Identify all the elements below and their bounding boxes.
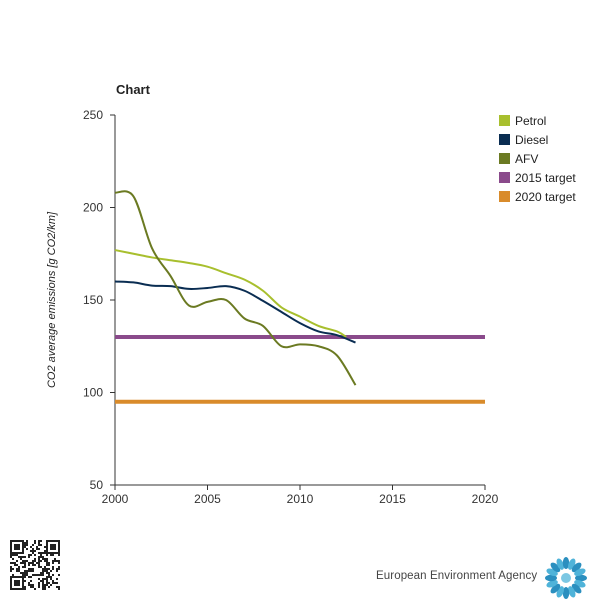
x-tick-label: 2005 <box>194 492 221 506</box>
y-tick-label: 250 <box>83 108 103 122</box>
series-line-diesel <box>114 280 356 344</box>
x-tick-label: 2000 <box>102 492 129 506</box>
y-tick-label: 100 <box>83 386 103 400</box>
x-tick-label: 2015 <box>379 492 406 506</box>
legend-swatch <box>499 172 510 183</box>
x-ticks: 2000 2005 2010 2015 2020 <box>102 485 499 506</box>
legend-label: Diesel <box>515 133 548 147</box>
eea-logo-icon <box>545 557 587 599</box>
y-ticks: 50 100 150 200 250 <box>83 108 115 492</box>
series-line-petrol <box>114 249 347 338</box>
y-tick-label: 200 <box>83 201 103 215</box>
y-axis-title: CO2 average emissions [g CO2/km] <box>46 211 58 388</box>
x-tick-label: 2010 <box>287 492 314 506</box>
y-tick-label: 150 <box>83 293 103 307</box>
x-tick-label: 2020 <box>472 492 499 506</box>
legend-label: 2015 target <box>515 171 576 185</box>
legend-swatch <box>499 191 510 202</box>
legend-label: AFV <box>515 152 538 166</box>
legend-label: Petrol <box>515 114 546 128</box>
y-tick-label: 50 <box>90 478 104 492</box>
qr-code-icon <box>10 540 60 590</box>
agency-name: European Environment Agency <box>376 570 538 582</box>
legend-label: 2020 target <box>515 190 576 204</box>
axes <box>114 115 485 486</box>
legend: Petrol Diesel AFV 2015 target 2020 target <box>499 114 576 204</box>
series <box>114 190 485 404</box>
legend-swatch <box>499 134 510 145</box>
legend-swatch <box>499 115 510 126</box>
legend-swatch <box>499 153 510 164</box>
series-line-afv <box>114 190 357 386</box>
chart-title: Chart <box>116 82 150 97</box>
